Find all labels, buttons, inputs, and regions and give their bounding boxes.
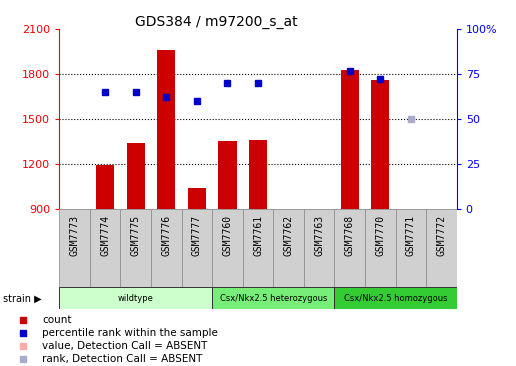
Bar xyxy=(188,188,206,209)
Bar xyxy=(59,209,90,287)
Text: value, Detection Call = ABSENT: value, Detection Call = ABSENT xyxy=(42,341,208,351)
Bar xyxy=(120,209,151,287)
Text: GSM7775: GSM7775 xyxy=(131,215,141,256)
Bar xyxy=(334,287,457,309)
Bar xyxy=(90,209,120,287)
Bar xyxy=(396,209,426,287)
Bar xyxy=(59,287,212,309)
Bar xyxy=(212,209,243,287)
Bar xyxy=(273,209,304,287)
Bar xyxy=(157,50,175,209)
Text: GSM7771: GSM7771 xyxy=(406,215,416,256)
Text: GDS384 / m97200_s_at: GDS384 / m97200_s_at xyxy=(135,15,298,29)
Bar xyxy=(218,141,237,209)
Text: GSM7760: GSM7760 xyxy=(222,215,232,256)
Bar xyxy=(426,209,457,287)
Text: count: count xyxy=(42,314,72,325)
Text: GSM7772: GSM7772 xyxy=(437,215,446,256)
Bar xyxy=(151,209,182,287)
Text: Csx/Nkx2.5 homozygous: Csx/Nkx2.5 homozygous xyxy=(344,294,447,303)
Bar xyxy=(212,287,334,309)
Bar xyxy=(243,209,273,287)
Text: GSM7776: GSM7776 xyxy=(162,215,171,256)
Bar xyxy=(304,209,334,287)
Text: GSM7773: GSM7773 xyxy=(70,215,79,256)
Bar xyxy=(334,209,365,287)
Text: GSM7777: GSM7777 xyxy=(192,215,202,256)
Bar xyxy=(249,140,267,209)
Bar xyxy=(182,209,212,287)
Text: percentile rank within the sample: percentile rank within the sample xyxy=(42,328,218,338)
Bar xyxy=(126,143,145,209)
Text: GSM7763: GSM7763 xyxy=(314,215,324,256)
Text: Csx/Nkx2.5 heterozygous: Csx/Nkx2.5 heterozygous xyxy=(220,294,327,303)
Bar xyxy=(371,80,390,209)
Text: GSM7768: GSM7768 xyxy=(345,215,354,256)
Bar xyxy=(365,209,396,287)
Text: GSM7770: GSM7770 xyxy=(375,215,385,256)
Text: GSM7761: GSM7761 xyxy=(253,215,263,256)
Text: rank, Detection Call = ABSENT: rank, Detection Call = ABSENT xyxy=(42,354,203,365)
Text: wildtype: wildtype xyxy=(118,294,154,303)
Bar xyxy=(96,165,115,209)
Text: GSM7774: GSM7774 xyxy=(100,215,110,256)
Text: GSM7762: GSM7762 xyxy=(284,215,294,256)
Text: strain ▶: strain ▶ xyxy=(3,293,41,303)
Bar xyxy=(341,70,359,209)
